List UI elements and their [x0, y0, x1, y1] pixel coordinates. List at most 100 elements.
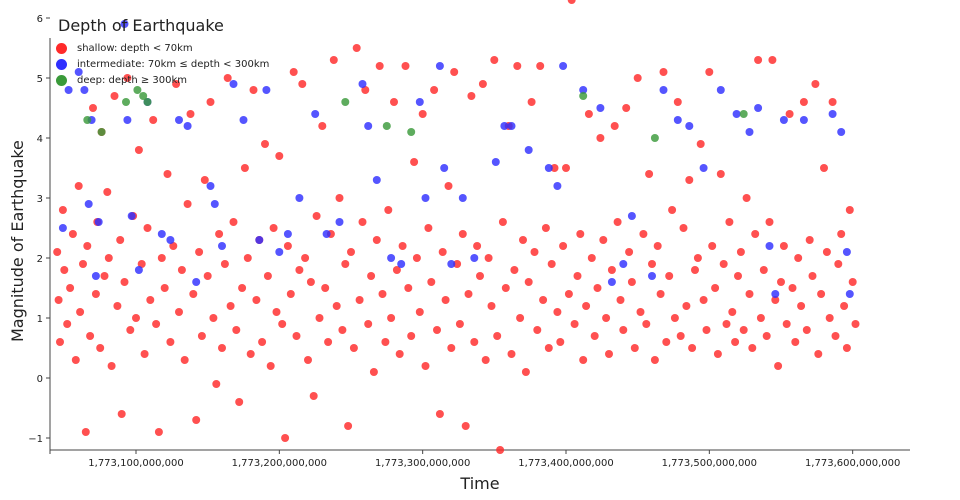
- shallow-point[interactable]: [66, 284, 75, 292]
- shallow-point[interactable]: [229, 218, 238, 226]
- shallow-point[interactable]: [817, 290, 826, 298]
- intermediate-point[interactable]: [435, 62, 444, 70]
- shallow-point[interactable]: [688, 344, 697, 352]
- shallow-point[interactable]: [622, 104, 631, 112]
- shallow-point[interactable]: [716, 170, 725, 178]
- shallow-point[interactable]: [154, 428, 163, 436]
- deep-point[interactable]: [143, 98, 152, 106]
- shallow-point[interactable]: [653, 242, 662, 250]
- shallow-point[interactable]: [384, 206, 393, 214]
- shallow-point[interactable]: [104, 254, 113, 262]
- intermediate-point[interactable]: [673, 116, 682, 124]
- shallow-point[interactable]: [579, 356, 588, 364]
- shallow-point[interactable]: [659, 68, 668, 76]
- intermediate-point[interactable]: [507, 122, 516, 130]
- shallow-point[interactable]: [352, 44, 361, 52]
- shallow-point[interactable]: [355, 296, 364, 304]
- intermediate-point[interactable]: [745, 128, 754, 136]
- shallow-point[interactable]: [263, 272, 272, 280]
- shallow-point[interactable]: [441, 296, 450, 304]
- shallow-point[interactable]: [318, 122, 327, 130]
- shallow-point[interactable]: [685, 176, 694, 184]
- intermediate-point[interactable]: [275, 248, 284, 256]
- intermediate-point[interactable]: [372, 176, 381, 184]
- intermediate-point[interactable]: [175, 116, 183, 124]
- intermediate-point[interactable]: [210, 200, 219, 208]
- shallow-point[interactable]: [252, 296, 261, 304]
- shallow-point[interactable]: [390, 98, 398, 106]
- shallow-point[interactable]: [748, 344, 757, 352]
- shallow-point[interactable]: [407, 332, 416, 340]
- deep-point[interactable]: [341, 98, 350, 106]
- intermediate-point[interactable]: [627, 212, 636, 220]
- shallow-point[interactable]: [754, 56, 763, 64]
- shallow-point[interactable]: [627, 278, 636, 286]
- shallow-point[interactable]: [427, 278, 436, 286]
- intermediate-point[interactable]: [283, 230, 292, 238]
- shallow-point[interactable]: [662, 338, 671, 346]
- intermediate-point[interactable]: [183, 122, 192, 130]
- shallow-point[interactable]: [496, 446, 505, 454]
- shallow-point[interactable]: [774, 362, 783, 370]
- shallow-point[interactable]: [53, 248, 62, 256]
- shallow-point[interactable]: [722, 320, 731, 328]
- intermediate-point[interactable]: [335, 218, 344, 226]
- shallow-point[interactable]: [309, 392, 318, 400]
- shallow-point[interactable]: [840, 302, 849, 310]
- shallow-point[interactable]: [238, 284, 247, 292]
- deep-point[interactable]: [97, 128, 106, 136]
- shallow-point[interactable]: [447, 344, 456, 352]
- shallow-point[interactable]: [358, 218, 367, 226]
- intermediate-point[interactable]: [447, 260, 456, 268]
- shallow-point[interactable]: [553, 308, 562, 316]
- shallow-point[interactable]: [541, 224, 550, 232]
- shallow-point[interactable]: [851, 320, 860, 328]
- shallow-point[interactable]: [235, 398, 244, 406]
- shallow-point[interactable]: [745, 290, 754, 298]
- intermediate-point[interactable]: [470, 254, 479, 262]
- shallow-point[interactable]: [458, 230, 467, 238]
- shallow-point[interactable]: [110, 92, 119, 100]
- shallow-point[interactable]: [791, 338, 800, 346]
- shallow-point[interactable]: [152, 320, 161, 328]
- shallow-point[interactable]: [616, 296, 625, 304]
- shallow-point[interactable]: [719, 260, 728, 268]
- shallow-point[interactable]: [493, 332, 502, 340]
- shallow-point[interactable]: [240, 164, 249, 172]
- deep-point[interactable]: [139, 92, 148, 100]
- shallow-point[interactable]: [820, 164, 828, 172]
- deep-point[interactable]: [83, 116, 92, 124]
- shallow-point[interactable]: [602, 314, 611, 322]
- shallow-point[interactable]: [705, 68, 714, 76]
- shallow-point[interactable]: [607, 266, 616, 274]
- intermediate-point[interactable]: [84, 200, 93, 208]
- shallow-point[interactable]: [295, 266, 304, 274]
- shallow-point[interactable]: [418, 110, 427, 118]
- shallow-point[interactable]: [86, 332, 95, 340]
- shallow-point[interactable]: [567, 0, 576, 4]
- shallow-point[interactable]: [696, 140, 705, 148]
- shallow-point[interactable]: [192, 416, 201, 424]
- shallow-point[interactable]: [364, 320, 373, 328]
- shallow-point[interactable]: [180, 356, 189, 364]
- shallow-point[interactable]: [834, 260, 843, 268]
- deep-point[interactable]: [122, 98, 130, 106]
- shallow-point[interactable]: [625, 248, 634, 256]
- shallow-point[interactable]: [519, 236, 527, 244]
- intermediate-point[interactable]: [64, 86, 73, 94]
- shallow-point[interactable]: [711, 284, 720, 292]
- shallow-point[interactable]: [668, 206, 677, 214]
- intermediate-point[interactable]: [74, 68, 83, 76]
- shallow-point[interactable]: [587, 254, 596, 262]
- shallow-point[interactable]: [590, 332, 599, 340]
- shallow-point[interactable]: [691, 266, 699, 274]
- shallow-point[interactable]: [808, 272, 817, 280]
- shallow-point[interactable]: [113, 302, 122, 310]
- intermediate-point[interactable]: [58, 224, 67, 232]
- shallow-point[interactable]: [401, 62, 410, 70]
- shallow-point[interactable]: [321, 284, 330, 292]
- shallow-point[interactable]: [203, 272, 212, 280]
- intermediate-point[interactable]: [579, 86, 588, 94]
- shallow-point[interactable]: [206, 98, 215, 106]
- shallow-point[interactable]: [369, 368, 378, 376]
